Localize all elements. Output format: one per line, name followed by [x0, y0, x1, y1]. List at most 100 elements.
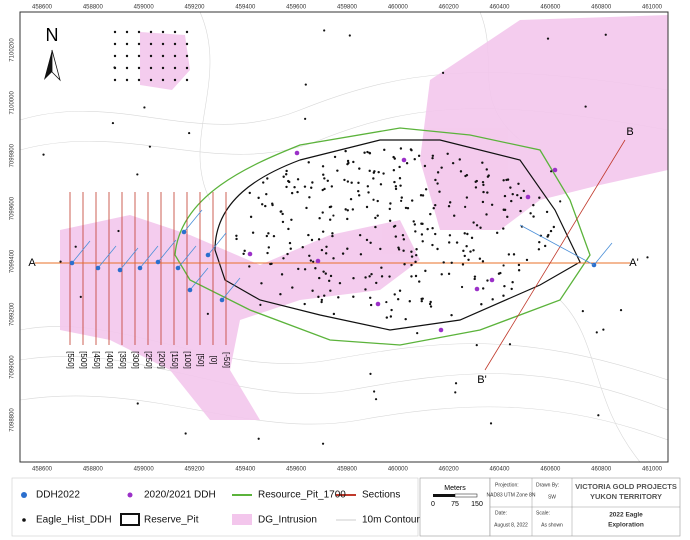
- hist-ddh: [346, 217, 349, 221]
- scale-tick: 150: [471, 501, 483, 508]
- hist-ddh: [465, 196, 469, 199]
- hist-ddh: [331, 234, 334, 238]
- hist-ddh: [328, 218, 332, 221]
- hist-ddh: [318, 276, 321, 280]
- hist-ddh: [79, 295, 82, 298]
- section-label: [200]: [157, 351, 166, 369]
- hist-ddh: [463, 254, 466, 258]
- scale-title: Meters: [444, 485, 466, 492]
- hist-ddh: [291, 286, 294, 289]
- north-arrow: [51, 49, 61, 82]
- legend-symbol: [22, 518, 26, 522]
- hist-ddh: [332, 257, 335, 260]
- region: YUKON TERRITORY: [590, 492, 662, 501]
- ddh-2020-2021: [375, 301, 381, 307]
- hist-ddh: [424, 269, 427, 273]
- hist-ddh: [377, 170, 380, 174]
- hist-ddh: [478, 257, 482, 260]
- hist-ddh: [271, 203, 274, 207]
- hist-ddh: [344, 149, 347, 153]
- hist-ddh: [516, 193, 519, 197]
- section-b: [484, 139, 626, 371]
- hist-ddh: [261, 203, 264, 206]
- legend-box: [11, 477, 419, 537]
- hist-ddh: [287, 227, 290, 231]
- legend-label: Resource_Pit_1700: [258, 490, 346, 501]
- hist-ddh: [472, 249, 475, 252]
- hist-ddh: [285, 169, 288, 173]
- hist-ddh: [281, 212, 284, 216]
- hist-ddh: [461, 263, 465, 266]
- ddh-2020-2021: [525, 194, 531, 200]
- hist-ddh: [317, 295, 320, 299]
- hist-ddh: [161, 30, 165, 34]
- hist-ddh: [545, 210, 549, 214]
- hist-ddh: [509, 186, 512, 189]
- legend-label: 10m Contours: [362, 515, 425, 526]
- hist-ddh: [367, 191, 370, 194]
- hist-ddh: [329, 274, 333, 278]
- section-label: [250]: [144, 351, 153, 369]
- hist-ddh: [307, 233, 310, 237]
- hist-ddh: [522, 189, 526, 193]
- hist-ddh: [235, 237, 238, 241]
- legend-label: Sections: [362, 490, 400, 501]
- x-coord-label: 461000: [642, 467, 663, 473]
- section-label: [150]: [170, 351, 179, 369]
- hist-ddh: [376, 214, 379, 217]
- hist-ddh: [137, 42, 141, 46]
- hist-ddh: [374, 225, 377, 229]
- north-label: N: [46, 25, 59, 45]
- hist-ddh: [415, 253, 418, 257]
- hist-ddh: [584, 105, 587, 108]
- hist-ddh: [267, 246, 271, 249]
- hist-ddh: [410, 263, 413, 267]
- x-coord-label: 459400: [235, 467, 256, 473]
- hist-ddh: [434, 232, 437, 236]
- hist-ddh: [385, 316, 389, 319]
- hist-ddh: [436, 247, 439, 251]
- hist-ddh: [265, 234, 269, 238]
- legend-symbol: [120, 513, 140, 526]
- hist-ddh: [149, 54, 153, 58]
- hist-ddh: [451, 161, 455, 165]
- hist-ddh: [398, 177, 402, 180]
- hist-ddh: [429, 212, 432, 216]
- hist-ddh: [161, 66, 165, 70]
- hist-ddh: [450, 261, 453, 265]
- hist-ddh: [482, 183, 485, 187]
- ddh-2022: [219, 297, 225, 303]
- hist-ddh: [322, 173, 325, 176]
- hist-ddh: [368, 275, 371, 278]
- hist-ddh: [324, 252, 328, 255]
- hist-ddh: [436, 182, 439, 185]
- section-label: [450]: [92, 351, 101, 369]
- hist-ddh: [358, 233, 362, 237]
- hist-ddh: [293, 186, 296, 189]
- legend-symbol: [232, 514, 252, 525]
- hist-ddh: [416, 332, 419, 335]
- hist-ddh: [310, 186, 313, 189]
- hist-ddh: [480, 303, 483, 306]
- hist-ddh: [373, 390, 376, 393]
- x-coord-label: 459000: [134, 5, 155, 11]
- hist-ddh: [517, 263, 521, 267]
- hist-ddh: [512, 253, 516, 256]
- hist-ddh: [538, 196, 541, 199]
- hist-ddh: [125, 42, 129, 46]
- hist-ddh: [113, 30, 117, 34]
- hist-ddh: [279, 293, 282, 296]
- hist-ddh: [529, 212, 532, 215]
- hist-ddh: [327, 279, 331, 283]
- hist-ddh: [267, 232, 270, 235]
- hist-ddh: [350, 181, 353, 184]
- hist-ddh: [346, 180, 350, 183]
- legend-label: 2020/2021 DDH: [144, 490, 216, 501]
- hist-ddh: [323, 177, 326, 180]
- hist-ddh: [511, 192, 514, 196]
- hist-ddh: [136, 173, 139, 176]
- hist-ddh: [388, 219, 392, 223]
- hist-ddh: [475, 179, 478, 183]
- hist-ddh: [410, 199, 414, 202]
- hist-ddh: [266, 251, 269, 255]
